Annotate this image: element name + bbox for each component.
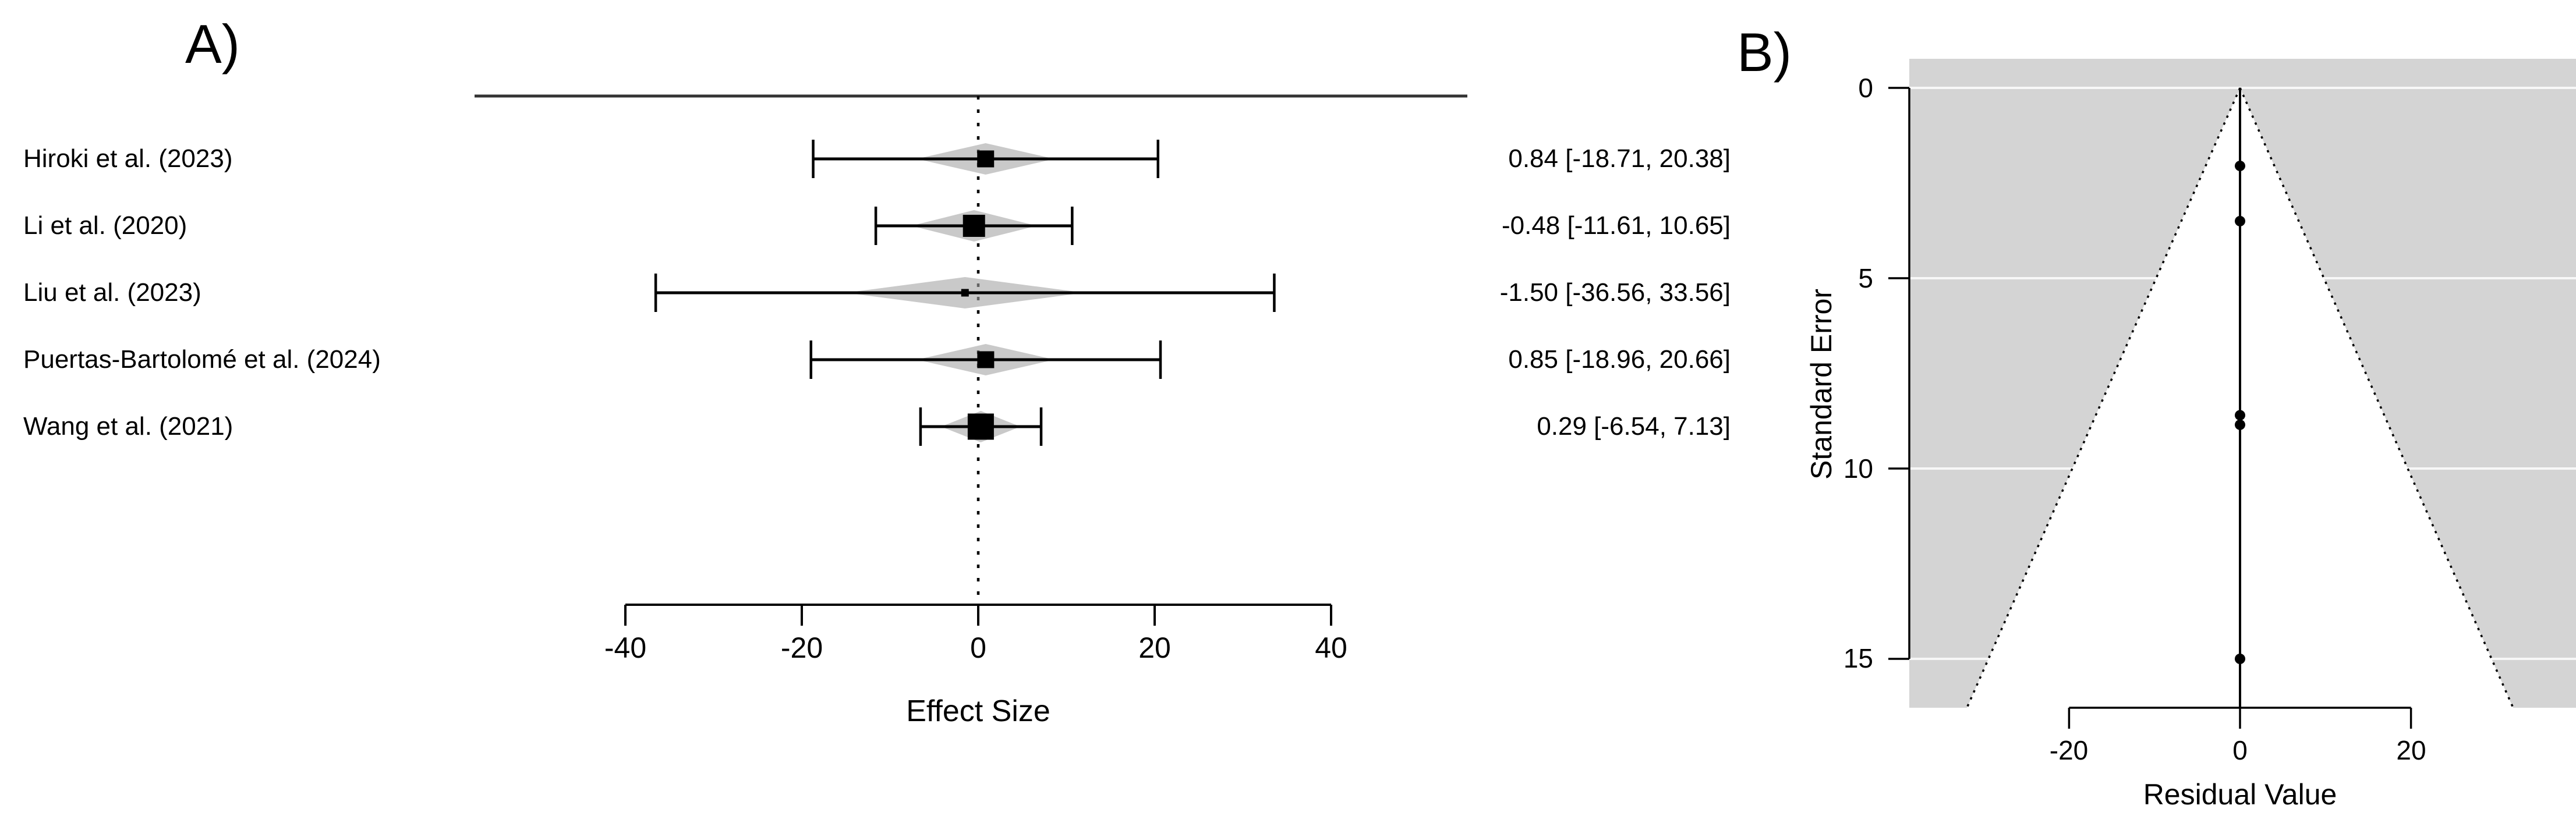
annotation-puertas: 0.85 [-18.96, 20.66] [1508, 345, 1731, 374]
a-xtick-0: 0 [970, 631, 986, 664]
a-xtick--20: -20 [780, 631, 823, 664]
a-xtick-40: 40 [1315, 631, 1347, 664]
b-xtick--20: -20 [2049, 735, 2089, 765]
estimate-square [977, 150, 995, 168]
study-label-hiroki: Hiroki et al. (2023) [23, 144, 233, 173]
annotation-liu: -1.50 [-36.56, 33.56] [1499, 278, 1731, 307]
funnel-point [2235, 419, 2245, 430]
funnel-point [2235, 161, 2245, 172]
estimate-square [977, 351, 995, 368]
annotation-wang: 0.29 [-6.54, 7.13] [1537, 412, 1731, 441]
study-label-puertas: Puertas-Bartolomé et al. (2024) [23, 345, 381, 374]
funnel-point [2235, 654, 2245, 664]
a-xtick-20: 20 [1138, 631, 1171, 664]
funnel-point [2235, 215, 2245, 226]
panel-a-letter: A) [185, 13, 240, 74]
panel-b-letter: B) [1737, 22, 1792, 83]
b-xtick-0: 0 [2232, 735, 2248, 765]
b-xtick-20: 20 [2396, 735, 2426, 765]
estimate-square [963, 215, 985, 237]
b-ytick-15: 15 [1843, 643, 1873, 673]
b-x-axis-title: Residual Value [2143, 778, 2337, 811]
b-ytick-5: 5 [1858, 263, 1873, 293]
b-ytick-10: 10 [1843, 453, 1873, 484]
study-label-li: Li et al. (2020) [23, 211, 187, 240]
study-label-wang: Wang et al. (2021) [23, 412, 233, 441]
b-ytick-0: 0 [1858, 73, 1873, 103]
annotation-li: -0.48 [-11.61, 10.65] [1501, 211, 1731, 240]
a-x-axis-title: Effect Size [906, 694, 1050, 728]
b-y-axis-title: Standard Error [1805, 289, 1838, 480]
estimate-square [961, 289, 969, 297]
estimate-square [967, 413, 994, 440]
annotation-hiroki: 0.84 [-18.71, 20.38] [1508, 144, 1731, 173]
study-label-liu: Liu et al. (2023) [23, 278, 201, 307]
funnel-point [2235, 410, 2245, 421]
a-xtick--40: -40 [604, 631, 647, 664]
